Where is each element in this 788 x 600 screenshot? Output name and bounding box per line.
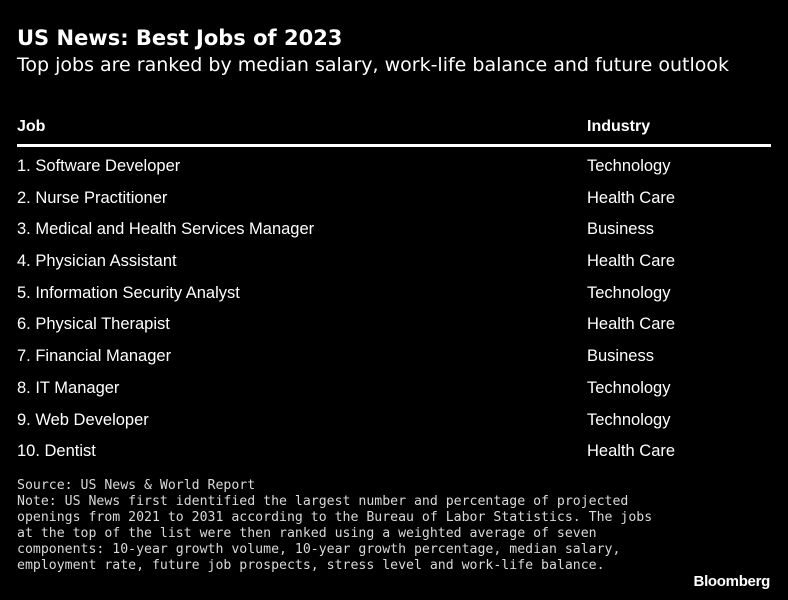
table-row: 3. Medical and Health Services Manager B… bbox=[17, 213, 771, 245]
job-cell: 10. Dentist bbox=[17, 442, 96, 461]
bloomberg-logo: Bloomberg bbox=[693, 573, 771, 590]
methodology-note: Note: US News first identified the large… bbox=[17, 494, 661, 573]
source-note: Source: US News & World Report bbox=[17, 478, 256, 493]
job-cell: 7. Financial Manager bbox=[17, 347, 172, 366]
job-cell: 5. Information Security Analyst bbox=[17, 283, 240, 302]
column-header-job: Job bbox=[17, 118, 46, 135]
table-header: Job Industry bbox=[17, 112, 771, 147]
chart-footer: Source: US News & World Report Note: US … bbox=[17, 478, 657, 574]
chart-title: US News: Best Jobs of 2023 bbox=[17, 26, 343, 50]
industry-cell: Health Care bbox=[587, 188, 676, 207]
industry-cell: Technology bbox=[587, 410, 671, 429]
table-row: 5. Information Security Analyst Technolo… bbox=[17, 277, 771, 309]
table-row: 8. IT Manager Technology bbox=[17, 372, 771, 404]
job-cell: 6. Physical Therapist bbox=[17, 315, 170, 334]
chart-subtitle: Top jobs are ranked by median salary, wo… bbox=[17, 54, 730, 76]
industry-cell: Technology bbox=[587, 157, 671, 175]
jobs-table: Job Industry 1. Software Developer Techn… bbox=[17, 112, 771, 467]
industry-cell: Technology bbox=[587, 283, 671, 302]
industry-cell: Business bbox=[587, 347, 654, 366]
industry-cell: Health Care bbox=[587, 315, 676, 334]
job-cell: 4. Physician Assistant bbox=[17, 252, 177, 271]
industry-cell: Technology bbox=[587, 378, 671, 397]
job-cell: 2. Nurse Practitioner bbox=[17, 188, 168, 207]
job-cell: 3. Medical and Health Services Manager bbox=[17, 220, 315, 239]
industry-cell: Health Care bbox=[587, 442, 676, 461]
table-row: 9. Web Developer Technology bbox=[17, 404, 771, 436]
table-row: 2. Nurse Practitioner Health Care bbox=[17, 182, 771, 214]
industry-cell: Business bbox=[587, 220, 654, 239]
table-row: 10. Dentist Health Care bbox=[17, 435, 771, 467]
industry-cell: Health Care bbox=[587, 252, 676, 271]
job-cell: 9. Web Developer bbox=[17, 410, 149, 429]
table-row: 6. Physical Therapist Health Care bbox=[17, 308, 771, 340]
column-header-industry: Industry bbox=[587, 118, 651, 135]
job-cell: 8. IT Manager bbox=[17, 378, 120, 397]
table-body: 1. Software Developer Technology 2. Nurs… bbox=[17, 150, 771, 467]
table-row: 7. Financial Manager Business bbox=[17, 340, 771, 372]
table-row: 1. Software Developer Technology bbox=[17, 150, 771, 182]
table-row: 4. Physician Assistant Health Care bbox=[17, 245, 771, 277]
job-cell: 1. Software Developer bbox=[17, 157, 181, 175]
